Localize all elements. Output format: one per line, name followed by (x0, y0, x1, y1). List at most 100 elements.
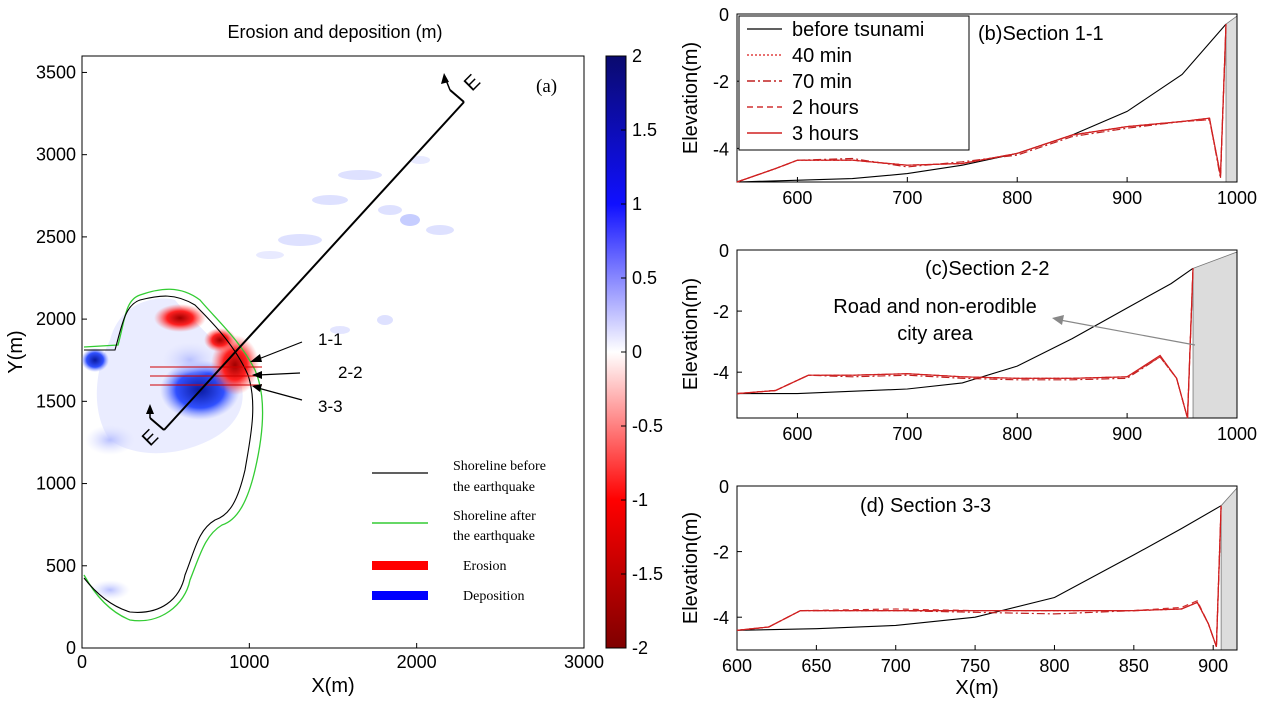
panel-1-ylabel: Elevation(m) (680, 42, 702, 154)
shoreline-before (83, 295, 254, 613)
panel-2-xtick-label: 700 (892, 424, 922, 444)
map-title: Erosion and deposition (m) (227, 22, 442, 42)
transect-line (146, 73, 465, 431)
map-ytick-label: 3000 (36, 145, 76, 165)
colorbar-tick-label: -1 (632, 490, 648, 510)
colorbar-ticks: 2 1.5 1 0.5 0 -0.5 -1 -1.5 -2 (621, 46, 663, 658)
panel-2-nonerodible-area (1192, 251, 1238, 419)
panel-1-legend-label: 3 hours (792, 123, 859, 145)
colorbar-tick-label: -1.5 (632, 564, 663, 584)
panel-2-series-0 (737, 267, 1194, 395)
panel-3-xtick-label: 750 (960, 656, 990, 676)
panel-3-series-3 (736, 505, 1222, 647)
panel-3-ytick-label: 0 (719, 477, 729, 497)
panel-1-ytick-label: -4 (713, 139, 729, 159)
legend-swatch-erosion (372, 561, 428, 570)
panel-1-xtick-label: 1000 (1217, 188, 1257, 208)
panel-1-nonerodible-area (1225, 15, 1238, 183)
panel-1-legend-label: before tsunami (792, 19, 924, 41)
panel-3-xtick-label: 700 (881, 656, 911, 676)
section-2-2-panel: 600 700 800 900 1000 -4 -2 0 (c)Section 2-2 Eleva… (680, 241, 1257, 444)
map-ytick-label: 1500 (36, 391, 76, 411)
legend-label-shoreline-after-1: Shoreline after (453, 509, 536, 524)
section-arrows (250, 341, 303, 401)
panel-3-frame (736, 485, 1238, 651)
panel-2-annotation-arrow (1059, 319, 1196, 346)
panel-3-series-4 (736, 505, 1222, 647)
map-legend: Shoreline before the earthquake Shorelin… (372, 459, 546, 604)
map-xtick-label: 3000 (564, 652, 604, 672)
panel-2-xtick-label: 600 (782, 424, 812, 444)
panel-3-xtick-label: 850 (1119, 656, 1149, 676)
panel-2-xtick-label: 800 (1002, 424, 1032, 444)
panel-1-title: (b)Section 1-1 (978, 23, 1104, 45)
panel-2-title: (c)Section 2-2 (925, 258, 1050, 280)
panel-2-ylabel: Elevation(m) (680, 278, 702, 390)
panel-1-legend-label: 40 min (792, 45, 852, 67)
panel-1-ytick-label: 0 (719, 5, 729, 25)
section-3-3-panel: 600 650 700 750 800 850 900 -4 -2 0 (d) Section 3-… (680, 477, 1238, 699)
panel-3-series-2 (736, 505, 1222, 647)
legend-label-deposition: Deposition (463, 589, 524, 604)
map-axes: 0 1000 2000 3000 0 500 1000 1500 2000 2500 3000 350… (36, 62, 604, 672)
map-ytick-label: 3500 (36, 62, 76, 82)
panel-1-legend-box (738, 15, 970, 151)
legend-swatch-deposition (372, 591, 428, 600)
panel-1-xtick-label: 700 (892, 188, 922, 208)
panel-3-ytick-label: -4 (713, 608, 729, 628)
legend-label-erosion: Erosion (463, 559, 507, 574)
panel-3-xtick-label: 600 (722, 656, 752, 676)
map-xtick-label: 1000 (229, 652, 269, 672)
legend-label-shoreline-before-2: the earthquake (453, 480, 535, 495)
panel-3-xtick-label: 900 (1198, 656, 1228, 676)
map-ytick-label: 2500 (36, 227, 76, 247)
panel-3-ytick-label: -2 (713, 543, 729, 563)
panel-1-ytick-label: -2 (713, 72, 729, 92)
colorbar-tick-label: 0 (632, 342, 642, 362)
panel-2-xtick-label: 1000 (1217, 424, 1257, 444)
colorbar-tick-label: -0.5 (632, 416, 663, 436)
panel-1-legend: before tsunami 40 min 70 min 2 hours 3 hours (738, 15, 970, 151)
panel-2-frame (736, 249, 1238, 419)
erosion-map-panel: Erosion and deposition (m) (5, 22, 663, 697)
panel-1-xtick-label: 900 (1112, 188, 1142, 208)
section-1-1-panel: 600 700 800 900 1000 -4 -2 0 (b)Section 1-1 Eleva… (680, 5, 1257, 208)
map-xlabel: X(m) (311, 675, 354, 697)
map-ytick-label: 0 (66, 638, 76, 658)
legend-label-shoreline-after-2: the earthquake (453, 529, 535, 544)
panel-1-series-4 (736, 24, 1227, 183)
section-label-2-2: 2-2 (338, 363, 363, 382)
section-label-3-3: 3-3 (318, 397, 343, 416)
panel-2-series-4 (736, 268, 1194, 419)
map-ytick-label: 500 (46, 556, 76, 576)
colorbar-tick-label: 0.5 (632, 268, 657, 288)
panel-1-frame (736, 13, 1238, 183)
colorbar-tick-label: -2 (632, 638, 648, 658)
panel-1-legend-label: 2 hours (792, 97, 859, 119)
map-ytick-label: 2000 (36, 309, 76, 329)
shoreline-after (83, 288, 264, 622)
panel-3-nonerodible-area (1220, 486, 1238, 651)
map-xtick-label: 0 (77, 652, 87, 672)
panel-label-a: (a) (536, 76, 557, 97)
section-label-1-1: 1-1 (318, 330, 343, 349)
panel-3-series-0 (736, 505, 1222, 631)
panel-3-series-1 (736, 505, 1222, 647)
map-ytick-label: 1000 (36, 474, 76, 494)
panel-1-xtick-label: 800 (1002, 188, 1032, 208)
panel-2-xtick-label: 900 (1112, 424, 1142, 444)
map-ylabel: Y(m) (5, 330, 27, 373)
panel-2-annotation-line-2: city area (897, 323, 973, 345)
panel-1-legend-label: 70 min (792, 71, 852, 93)
panel-2-ytick-label: 0 (719, 241, 729, 261)
panel-1-xtick-label: 600 (782, 188, 812, 208)
panel-3-xtick-label: 650 (801, 656, 831, 676)
panel-3-title: (d) Section 3-3 (860, 495, 991, 517)
colorbar-tick-label: 2 (632, 46, 642, 66)
panel-2-annotation-arrowhead (1052, 315, 1064, 325)
panel-2-ytick-label: -4 (713, 363, 729, 383)
map-xtick-label: 2000 (397, 652, 437, 672)
colorbar-tick-label: 1 (632, 194, 642, 214)
panel-2-ytick-label: -2 (713, 302, 729, 322)
